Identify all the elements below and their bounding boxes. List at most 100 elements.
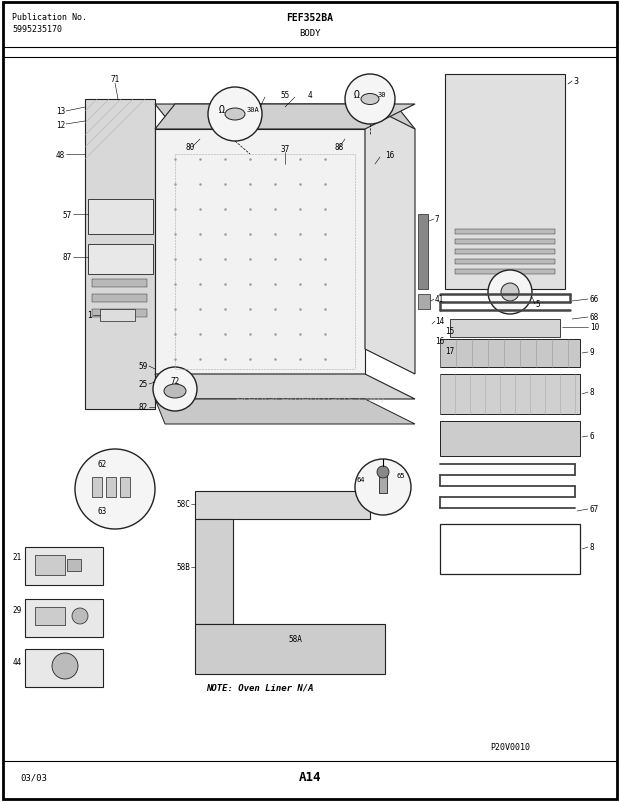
- Bar: [379, 476, 387, 493]
- Polygon shape: [155, 105, 415, 130]
- Text: 57: 57: [63, 210, 72, 219]
- Text: 66: 66: [590, 295, 600, 304]
- Bar: [455, 269, 555, 274]
- Bar: [200, 107, 360, 126]
- Polygon shape: [445, 75, 565, 290]
- Text: 64: 64: [356, 476, 365, 482]
- Polygon shape: [155, 399, 415, 424]
- Polygon shape: [155, 375, 415, 399]
- Text: 10: 10: [590, 323, 600, 332]
- Bar: [92, 477, 102, 497]
- Text: 21: 21: [13, 553, 22, 561]
- Text: Publication No.: Publication No.: [12, 14, 87, 22]
- Text: 5: 5: [535, 300, 539, 309]
- Circle shape: [72, 608, 88, 624]
- Bar: [195, 520, 233, 624]
- Text: 58C: 58C: [176, 500, 190, 508]
- Bar: [195, 492, 370, 520]
- Bar: [440, 422, 580, 456]
- Text: ereplacementparts.com: ereplacementparts.com: [235, 393, 385, 406]
- Bar: [455, 260, 555, 265]
- Bar: [120, 477, 130, 497]
- Ellipse shape: [225, 109, 245, 121]
- Bar: [440, 375, 580, 415]
- Polygon shape: [85, 100, 155, 410]
- Bar: [88, 200, 153, 235]
- Text: P20V0010: P20V0010: [490, 743, 530, 751]
- Bar: [35, 555, 65, 575]
- Bar: [25, 649, 103, 687]
- Text: 88: 88: [335, 144, 344, 152]
- Bar: [455, 240, 555, 245]
- Circle shape: [377, 467, 389, 479]
- Bar: [100, 310, 135, 322]
- Circle shape: [208, 88, 262, 142]
- Text: 55: 55: [280, 91, 290, 99]
- Text: BODY: BODY: [299, 30, 321, 38]
- Bar: [25, 599, 103, 638]
- Circle shape: [355, 460, 411, 516]
- Polygon shape: [155, 105, 415, 130]
- Text: 62: 62: [97, 460, 106, 469]
- Text: 37: 37: [280, 145, 290, 154]
- Bar: [92, 265, 147, 273]
- Bar: [92, 294, 147, 302]
- Text: 71: 71: [110, 75, 120, 84]
- Text: 6: 6: [590, 432, 595, 441]
- Text: 29: 29: [13, 606, 22, 615]
- Bar: [88, 245, 153, 274]
- Text: FEF352BA: FEF352BA: [286, 13, 334, 23]
- Text: 72: 72: [170, 377, 180, 386]
- Text: 1: 1: [87, 311, 92, 320]
- Bar: [195, 624, 385, 674]
- Bar: [92, 310, 147, 318]
- Text: 8: 8: [590, 388, 595, 397]
- Text: 48: 48: [56, 150, 65, 160]
- Text: 44: 44: [13, 658, 22, 666]
- Text: 82: 82: [139, 403, 148, 412]
- Text: 9: 9: [590, 348, 595, 357]
- Circle shape: [488, 270, 532, 314]
- Text: 41: 41: [435, 295, 445, 304]
- Text: 3: 3: [573, 78, 578, 87]
- Text: A14: A14: [299, 771, 321, 784]
- Circle shape: [345, 75, 395, 125]
- Bar: [67, 559, 81, 571]
- Text: 5995235170: 5995235170: [12, 26, 62, 34]
- Bar: [92, 280, 147, 288]
- Text: NOTE: Oven Liner N/A: NOTE: Oven Liner N/A: [206, 683, 314, 691]
- Text: 30: 30: [378, 92, 386, 98]
- Text: 14: 14: [435, 317, 445, 326]
- Text: 67: 67: [590, 505, 600, 514]
- Text: Ω: Ω: [354, 90, 360, 100]
- Text: 4: 4: [308, 91, 312, 99]
- Bar: [155, 130, 365, 375]
- Bar: [35, 607, 65, 626]
- Circle shape: [52, 653, 78, 679]
- Text: 58B: 58B: [176, 563, 190, 572]
- Text: 65: 65: [397, 472, 405, 479]
- Polygon shape: [365, 105, 415, 375]
- Text: 16: 16: [435, 337, 445, 346]
- Ellipse shape: [164, 384, 186, 399]
- Text: 63: 63: [97, 507, 106, 516]
- Text: 7: 7: [435, 215, 440, 225]
- Bar: [440, 525, 580, 574]
- Bar: [455, 249, 555, 255]
- Text: 15: 15: [445, 327, 454, 336]
- Text: 30A: 30A: [247, 107, 260, 113]
- Text: 80: 80: [185, 144, 194, 152]
- Text: 16: 16: [385, 150, 394, 160]
- Circle shape: [75, 449, 155, 529]
- Text: 8: 8: [590, 543, 595, 552]
- Text: 13: 13: [56, 107, 65, 116]
- Bar: [25, 547, 103, 585]
- Bar: [455, 229, 555, 235]
- Bar: [450, 320, 560, 338]
- Text: 59: 59: [139, 362, 148, 371]
- Polygon shape: [418, 215, 428, 290]
- Polygon shape: [418, 294, 430, 310]
- Bar: [106, 477, 116, 497]
- Circle shape: [501, 284, 519, 302]
- Text: 03/03: 03/03: [20, 772, 47, 781]
